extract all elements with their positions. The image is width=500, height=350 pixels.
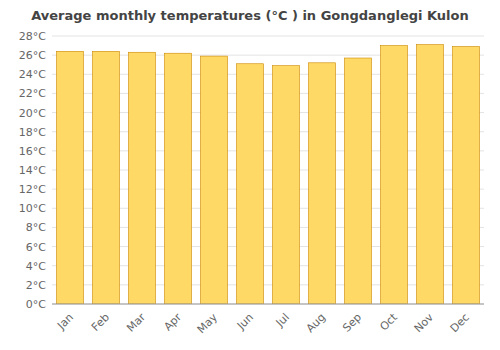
y-tick-label: 4°C <box>26 260 46 273</box>
y-tick-label: 22°C <box>19 87 46 100</box>
chart: Average monthly temperatures (°C ) in Go… <box>0 0 500 350</box>
bar <box>417 45 444 304</box>
grid-line <box>52 36 484 37</box>
x-tick-label: Oct <box>377 310 400 333</box>
grid <box>52 36 484 304</box>
x-axis-line <box>52 304 484 305</box>
y-tick-label: 14°C <box>19 164 46 177</box>
y-tick-label: 12°C <box>19 183 46 196</box>
y-tick-label: 26°C <box>19 49 46 62</box>
x-tick-label: Jun <box>234 311 256 333</box>
y-tick-label: 18°C <box>19 126 46 139</box>
x-tick-label: Mar <box>124 310 148 334</box>
x-tick-label: Feb <box>89 311 112 334</box>
x-tick-label: Dec <box>448 311 472 335</box>
bar <box>237 64 264 304</box>
bar <box>165 53 192 304</box>
x-tick-label: Jul <box>273 311 292 330</box>
chart-container: Average monthly temperatures (°C ) in Go… <box>0 0 500 350</box>
x-tick-label: Aug <box>304 311 328 335</box>
y-tick-label: 28°C <box>19 30 46 43</box>
x-tick-label: May <box>195 310 221 336</box>
grid-line <box>52 304 484 305</box>
bar <box>201 56 228 304</box>
bar <box>273 66 300 304</box>
title: Average monthly temperatures (°C ) in Go… <box>31 8 469 23</box>
y-tick-label: 0°C <box>26 298 46 311</box>
y-tick-label: 20°C <box>19 107 46 120</box>
bar <box>381 46 408 304</box>
y-tick-label: 10°C <box>19 202 46 215</box>
bar <box>345 58 372 304</box>
bar <box>129 52 156 304</box>
y-tick-label: 2°C <box>26 279 46 292</box>
y-tick-label: 16°C <box>19 145 46 158</box>
x-tick-label: Sep <box>340 311 364 335</box>
x-tick-label: Nov <box>412 310 437 335</box>
y-tick-label: 24°C <box>19 68 46 81</box>
bar <box>57 51 84 304</box>
x-tick-label: Jan <box>54 311 76 333</box>
y-tick-label: 8°C <box>26 221 46 234</box>
bar <box>93 51 120 304</box>
x-tick-label: Apr <box>161 310 184 333</box>
bar <box>309 63 336 304</box>
y-tick-label: 6°C <box>26 241 46 254</box>
bar <box>453 47 480 304</box>
bars <box>57 45 480 304</box>
